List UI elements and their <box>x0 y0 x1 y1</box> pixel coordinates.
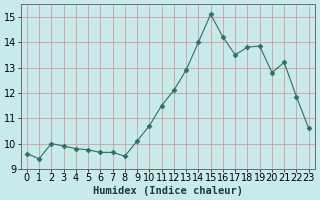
X-axis label: Humidex (Indice chaleur): Humidex (Indice chaleur) <box>93 186 243 196</box>
